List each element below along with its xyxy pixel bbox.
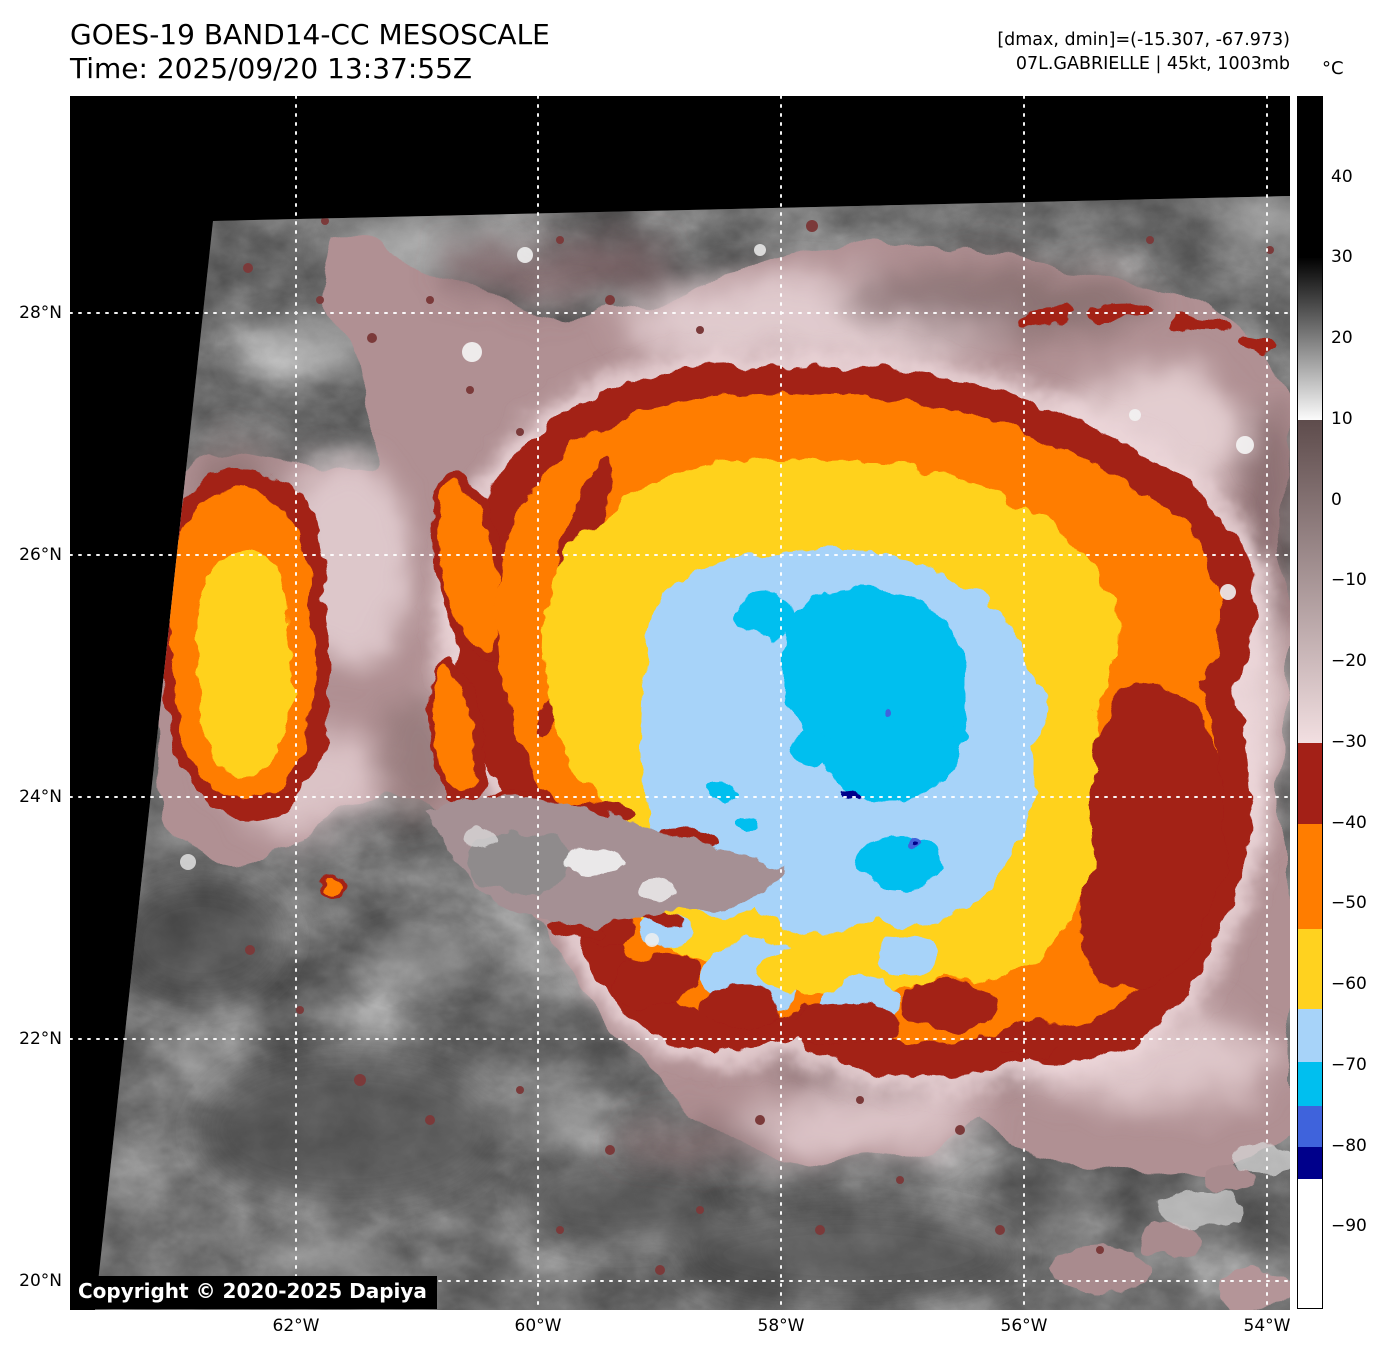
colorbar-tick-label: −60: [1331, 974, 1367, 995]
graticule: [70, 96, 1290, 1310]
dmax-dmin-readout: [dmax, dmin]=(-15.307, -67.973): [997, 30, 1290, 50]
colorbar-tick-label: 10: [1331, 408, 1353, 429]
lat-tick-label: 20°N: [19, 1271, 62, 1291]
colorbar-segment: [1298, 742, 1322, 825]
colorbar-segment: [1298, 1146, 1322, 1180]
dry-slot-wedge: [432, 789, 788, 938]
colorbar-tick-label: −80: [1331, 1135, 1367, 1156]
lon-tick-label: 56°W: [1000, 1316, 1048, 1336]
colorbar-segment: [1298, 1178, 1322, 1309]
colorbar-tick-label: 30: [1331, 247, 1353, 268]
colorbar-segment: [1298, 1009, 1322, 1063]
lat-tick-label: 28°N: [19, 303, 62, 323]
lon-tick-label: 62°W: [272, 1316, 320, 1336]
colorbar-segment: [1298, 1061, 1322, 1107]
colorbar-tick-label: −30: [1331, 731, 1367, 752]
colorbar-tick-label: 20: [1331, 328, 1353, 349]
timestamp: Time: 2025/09/20 13:37:55Z: [70, 52, 473, 85]
colorbar-segment: [1298, 419, 1322, 744]
copyright-badge: Copyright © 2020-2025 Dapiya: [70, 1276, 437, 1309]
colorbar-tick-label: −20: [1331, 651, 1367, 672]
lon-tick-label: 58°W: [757, 1316, 805, 1336]
temperature-colorbar: [1297, 96, 1323, 1309]
colorbar-tick-label: −10: [1331, 570, 1367, 591]
lat-tick-label: 24°N: [19, 787, 62, 807]
colorbar-unit-label: °C: [1322, 58, 1344, 79]
lat-tick-label: 26°N: [19, 545, 62, 565]
colorbar-segment: [1298, 928, 1322, 1010]
lat-tick-label: 22°N: [19, 1029, 62, 1049]
lon-tick-label: 60°W: [514, 1316, 562, 1336]
cloud-highlights: [180, 244, 1254, 947]
storm-info: 07L.GABRIELLE | 45kt, 1003mb: [1015, 54, 1290, 74]
hurricane-cold-cloud-mass: [426, 300, 1276, 1093]
colorbar-tick-label: 0: [1331, 489, 1342, 510]
lon-tick-label: 54°W: [1243, 1316, 1291, 1336]
colorbar-tick-label: −40: [1331, 812, 1367, 833]
colorbar-segment: [1298, 1106, 1322, 1148]
page-title: GOES-19 BAND14-CC MESOSCALE: [70, 18, 550, 51]
speckles: [243, 217, 1274, 1275]
colorbar-tick-label: −90: [1331, 1216, 1367, 1237]
colorbar-tick-label: 40: [1331, 166, 1353, 187]
colorbar-segment: [1298, 97, 1322, 259]
colorbar-tick-label: −50: [1331, 893, 1367, 914]
colorbar-tick-label: −70: [1331, 1054, 1367, 1075]
colorbar-segment: [1298, 823, 1322, 930]
colorbar-segment: [1298, 258, 1322, 421]
